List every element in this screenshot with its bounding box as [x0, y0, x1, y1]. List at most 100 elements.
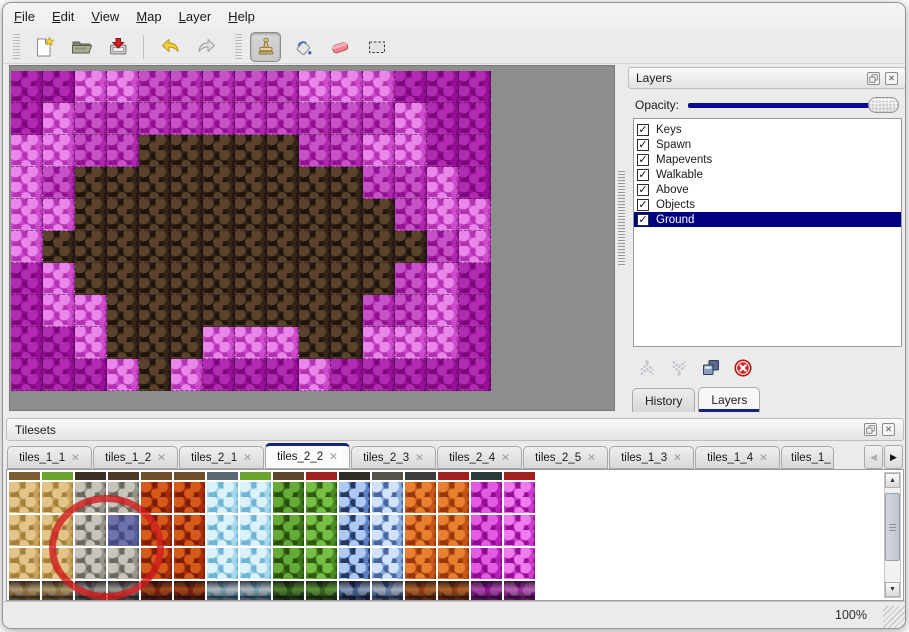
map-tile-brown-floor[interactable]	[363, 263, 395, 295]
opacity-slider-thumb[interactable]	[868, 97, 899, 113]
map-tile-brown-floor[interactable]	[171, 231, 203, 263]
map-tile-magenta-pillar[interactable]	[331, 135, 363, 167]
map-tile-dark-magenta-wall[interactable]	[267, 359, 299, 391]
map-tile-brown-floor[interactable]	[299, 199, 331, 231]
map-tile-dark-magenta-wall[interactable]	[395, 71, 427, 103]
close-tab-icon[interactable]: ✕	[243, 451, 252, 464]
map-tile-dark-magenta-wall[interactable]	[75, 359, 107, 391]
map-tile-light-pink-wall[interactable]	[267, 327, 299, 359]
map-tile-magenta-pillar[interactable]	[395, 199, 427, 231]
map-tile-magenta-pillar[interactable]	[75, 103, 107, 135]
tileset-tile-vine[interactable]	[306, 472, 337, 480]
map-tile-light-pink-wall[interactable]	[75, 71, 107, 103]
map-tile-dark-magenta-wall[interactable]	[11, 359, 43, 391]
map-tile-light-pink-wall[interactable]	[75, 295, 107, 327]
panel-splitter[interactable]	[615, 65, 628, 411]
close-tab-icon[interactable]: ✕	[415, 451, 424, 464]
tileset-tile-lava[interactable]	[141, 581, 172, 600]
tileset-tile-crystal_light[interactable]	[372, 581, 403, 600]
tileset-tile-magenta_light[interactable]	[504, 515, 535, 546]
tileset-tab-tiles_2_2[interactable]: tiles_2_2 ✕	[265, 443, 350, 469]
map-tile-magenta-pillar[interactable]	[363, 295, 395, 327]
tab-scroll-left-button[interactable]: ◀	[864, 445, 883, 469]
map-tile-magenta-pillar[interactable]	[75, 135, 107, 167]
tileset-tile-magenta[interactable]	[471, 482, 502, 513]
map-tile-brown-floor[interactable]	[203, 263, 235, 295]
map-tile-light-pink-wall[interactable]	[363, 135, 395, 167]
map-tile-dark-magenta-wall[interactable]	[363, 359, 395, 391]
layer-visibility-checkbox[interactable]: ✓	[637, 213, 649, 226]
map-tile-magenta-pillar[interactable]	[107, 135, 139, 167]
tileset-tile-orange[interactable]	[405, 515, 436, 546]
map-tile-light-pink-wall[interactable]	[363, 71, 395, 103]
map-tile-dark-magenta-wall[interactable]	[459, 327, 491, 359]
map-tile-magenta-pillar[interactable]	[331, 103, 363, 135]
map-tile-brown-floor[interactable]	[171, 199, 203, 231]
map-tile-brown-floor[interactable]	[235, 231, 267, 263]
map-tile-dark-magenta-wall[interactable]	[43, 327, 75, 359]
map-tile-magenta-pillar[interactable]	[363, 167, 395, 199]
tileset-tile-vine_dark[interactable]	[273, 581, 304, 600]
map-tile-brown-floor[interactable]	[299, 167, 331, 199]
map-tile-light-pink-wall[interactable]	[43, 295, 75, 327]
map-tile-light-pink-wall[interactable]	[11, 167, 43, 199]
tileset-tile-crystal_light[interactable]	[372, 548, 403, 579]
map-tile-magenta-pillar[interactable]	[395, 263, 427, 295]
layer-row-objects[interactable]: ✓ Objects	[634, 197, 901, 212]
map-tile-dark-magenta-wall[interactable]	[427, 135, 459, 167]
tileset-tile-ice[interactable]	[207, 482, 238, 513]
tileset-tile-stone[interactable]	[108, 482, 139, 513]
menu-item-edit[interactable]: Edit	[51, 9, 75, 24]
tileset-tile-vine[interactable]	[306, 482, 337, 513]
toolbar-drag-handle[interactable]	[13, 33, 20, 60]
layer-visibility-checkbox[interactable]: ✓	[637, 123, 649, 136]
map-tile-light-pink-wall[interactable]	[427, 263, 459, 295]
menu-item-layer[interactable]: Layer	[178, 9, 212, 24]
layer-row-spawn[interactable]: ✓ Spawn	[634, 137, 901, 152]
map-tile-brown-floor[interactable]	[267, 295, 299, 327]
tileset-tab-tiles_1_2[interactable]: tiles_1_2 ✕	[93, 446, 178, 469]
tileset-tile-stone[interactable]	[75, 472, 106, 480]
map-tile-light-pink-wall[interactable]	[427, 199, 459, 231]
map-tile-light-pink-wall[interactable]	[107, 359, 139, 391]
layer-visibility-checkbox[interactable]: ✓	[637, 168, 649, 181]
map-tile-light-pink-wall[interactable]	[427, 295, 459, 327]
map-tile-brown-floor[interactable]	[171, 295, 203, 327]
map-tile-magenta-pillar[interactable]	[395, 167, 427, 199]
map-tile-dark-magenta-wall[interactable]	[11, 103, 43, 135]
tileset-tile-magenta[interactable]	[471, 515, 502, 546]
map-tile-dark-magenta-wall[interactable]	[459, 295, 491, 327]
tileset-tile-stone[interactable]	[108, 548, 139, 579]
map-tile-magenta-pillar[interactable]	[267, 71, 299, 103]
tileset-tile-orange[interactable]	[405, 548, 436, 579]
open-button[interactable]	[65, 32, 96, 62]
map-tile-brown-floor[interactable]	[107, 295, 139, 327]
close-tab-icon[interactable]: ✕	[71, 451, 80, 464]
tab-layers[interactable]: Layers	[698, 387, 761, 412]
map-tile-dark-magenta-wall[interactable]	[459, 135, 491, 167]
menu-item-help[interactable]: Help	[228, 9, 255, 24]
map-tile-brown-floor[interactable]	[171, 327, 203, 359]
tileset-tile-stone[interactable]	[108, 472, 139, 480]
map-tile-brown-floor[interactable]	[395, 231, 427, 263]
tileset-tile-crystal_light[interactable]	[372, 472, 403, 480]
map-tile-brown-floor[interactable]	[43, 231, 75, 263]
float-panel-icon[interactable]	[867, 71, 880, 85]
map-tile-dark-magenta-wall[interactable]	[11, 327, 43, 359]
tileset-tile-orange[interactable]	[405, 472, 436, 480]
map-tile-light-pink-wall[interactable]	[43, 199, 75, 231]
resize-grip[interactable]	[883, 606, 905, 628]
tileset-tile-crystal[interactable]	[339, 548, 370, 579]
tileset-tile-stone[interactable]	[108, 581, 139, 600]
tileset-tile-orange[interactable]	[438, 548, 469, 579]
map-tile-brown-floor[interactable]	[331, 327, 363, 359]
tileset-tile-vine[interactable]	[306, 515, 337, 546]
tileset-tile-magenta[interactable]	[471, 548, 502, 579]
map-tile-dark-magenta-wall[interactable]	[43, 71, 75, 103]
tileset-tile-lava[interactable]	[174, 482, 205, 513]
map-tile-brown-floor[interactable]	[139, 263, 171, 295]
map-tile-magenta-pillar[interactable]	[107, 103, 139, 135]
lower-layer-button[interactable]	[668, 357, 690, 379]
tileset-tile-stone[interactable]	[75, 548, 106, 579]
map-tile-brown-floor[interactable]	[267, 263, 299, 295]
